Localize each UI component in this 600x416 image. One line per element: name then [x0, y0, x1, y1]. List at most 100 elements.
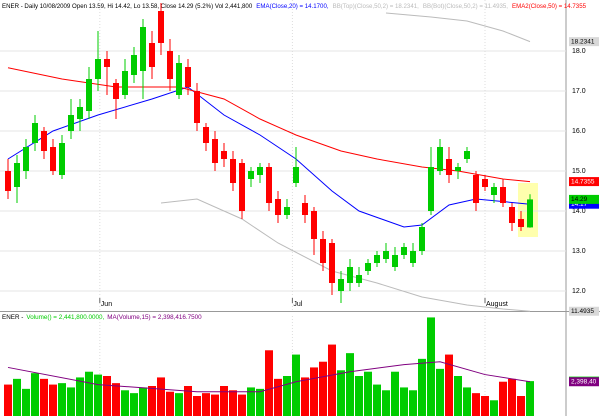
candle-body: [482, 179, 488, 187]
line-end-label-box: [569, 306, 599, 316]
volume-bar: [94, 374, 102, 416]
volume-bar: [247, 387, 255, 416]
header-title: ENER - Daily 10/08/2009 Open 13.59, Hi 1…: [2, 4, 253, 10]
candle-body: [32, 123, 38, 143]
volume-bar: [85, 371, 93, 416]
legend-entry: BB(Bot)(Close,50,2) = 11.4935,: [423, 4, 508, 10]
y-tick-label: 16.0: [572, 128, 586, 135]
volume-bar: [121, 390, 129, 416]
volume-bar: [292, 354, 300, 416]
candle-body: [203, 127, 209, 143]
candle-body: [338, 279, 344, 291]
volume-bar: [202, 393, 210, 416]
volume-bar: [211, 394, 219, 416]
candle-body: [455, 167, 461, 171]
volume-bar: [310, 367, 318, 416]
volume-bar: [256, 388, 264, 416]
close-label: 14.29: [571, 196, 588, 203]
candle-body: [293, 167, 299, 183]
candle-body: [239, 163, 245, 211]
volume-bar: [265, 350, 273, 416]
volume-header: ENER - Volume() = 2,441,800.0000, MA(Volum…: [2, 314, 202, 321]
chart-header: ENER - Daily 10/08/2009 Open 13.59, Hi 1…: [2, 4, 587, 10]
candle-body: [284, 207, 290, 215]
y-tick-label: 12.0: [572, 288, 586, 295]
indicator-line: [385, 12, 531, 43]
candle-body: [113, 83, 119, 99]
candle-body: [428, 167, 434, 211]
price-panel: [0, 0, 566, 312]
candle-body: [401, 247, 407, 255]
candle-body: [329, 243, 335, 283]
volume-ma-end-label: 2,398,40: [571, 378, 597, 385]
volume-bar: [130, 393, 138, 416]
candle-body: [77, 107, 83, 119]
volume-panel: [4, 316, 534, 416]
volume-bar: [490, 400, 498, 416]
volume-bar: [526, 381, 534, 416]
candle-body: [149, 43, 155, 67]
candle-body: [86, 79, 92, 111]
candle-body: [464, 151, 470, 159]
volume-bar: [4, 384, 12, 416]
line-end-label: 11.4935: [571, 308, 594, 315]
volume-bar: [229, 390, 237, 416]
candle-body: [266, 167, 272, 203]
volume-bar: [427, 317, 435, 416]
candle-body: [527, 199, 533, 228]
volume-ma-end-label-box: [569, 377, 599, 387]
candle-body: [374, 255, 380, 263]
x-tick-label: Jul: [293, 301, 302, 308]
y-tick-label: 13.0: [572, 248, 586, 255]
candle-body: [473, 175, 479, 203]
volume-bar: [319, 361, 327, 416]
volume-bar: [184, 386, 192, 416]
volume-bar: [40, 378, 48, 416]
volume-bar: [193, 396, 201, 416]
candle-body: [176, 63, 182, 95]
legend-entry: BB(Top)(Close,50,2) = 18.2341,: [333, 4, 420, 10]
candle-body: [509, 207, 515, 223]
candle-body: [230, 159, 236, 183]
candle-body: [59, 143, 65, 175]
volume-bar: [508, 378, 516, 416]
volume-bar: [103, 376, 111, 416]
y-tick-label: 17.0: [572, 88, 586, 95]
volume-bar: [148, 386, 156, 416]
volume-bar: [463, 387, 471, 416]
volume-bar: [382, 390, 390, 416]
line-end-label: 14.7355: [571, 178, 595, 185]
volume-bar: [283, 376, 291, 416]
volume-bar: [445, 354, 453, 416]
candle-body: [392, 255, 398, 267]
volume-bar: [346, 353, 354, 416]
y-tick-label: 18.0: [572, 48, 586, 55]
candle-body: [248, 171, 254, 179]
candle-body: [437, 147, 443, 171]
volume-bar: [31, 373, 39, 416]
candle-body: [140, 27, 146, 71]
candle-body: [167, 51, 173, 79]
y-tick-label: 14.0: [572, 208, 586, 215]
close-label-box: [569, 194, 599, 204]
candle-body: [491, 187, 497, 195]
candle-body: [518, 219, 524, 227]
volume-bar: [454, 376, 462, 416]
candle-body: [50, 147, 56, 171]
candle-body: [104, 59, 110, 67]
candle-body: [14, 163, 20, 187]
volume-bar: [400, 387, 408, 416]
candle-body: [131, 55, 137, 75]
candle-body: [419, 227, 425, 251]
candle-body: [302, 203, 308, 215]
candle-body: [383, 251, 389, 259]
volume-bar: [49, 384, 57, 416]
candle-body: [275, 199, 281, 215]
volume-bar: [157, 377, 165, 416]
candle-body: [347, 267, 353, 283]
candle-body: [356, 275, 362, 283]
candle-body: [158, 11, 164, 43]
volume-bar: [355, 376, 363, 416]
candle-body: [5, 171, 11, 191]
